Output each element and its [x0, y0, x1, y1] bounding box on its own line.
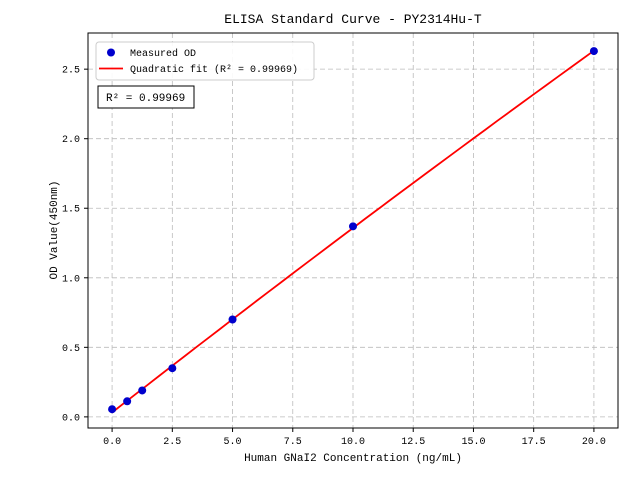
- plot-border: [87, 32, 619, 429]
- y-tick-label: 1.5: [62, 205, 80, 216]
- legend-measured-od-label: Measured OD: [130, 48, 196, 60]
- y-tick-label: 0.5: [62, 344, 80, 355]
- x-tick-label: 12.5: [401, 437, 425, 448]
- y-axis-label: OD Value(450nm): [49, 180, 61, 279]
- x-tick-label: 0.0: [103, 437, 121, 448]
- x-tick-label: 17.5: [522, 437, 546, 448]
- data-point: [589, 47, 598, 56]
- x-tick-label: 10.0: [341, 437, 365, 448]
- data-point: [168, 364, 177, 373]
- measured-od-points: [108, 47, 598, 414]
- data-point: [228, 315, 237, 324]
- legend: Measured OD Quadratic fit (R² = 0.99969): [95, 41, 315, 81]
- chart-title: ELISA Standard Curve - PY2314Hu-T: [224, 12, 482, 27]
- data-point: [108, 405, 117, 414]
- y-tick-label: 0.0: [62, 413, 80, 424]
- r-squared-annotation: R² = 0.99969: [97, 85, 195, 109]
- annotation-box: [97, 85, 195, 109]
- legend-measured-od-marker: [107, 48, 115, 57]
- axis-ticks: 0.0 2.5 5.0 7.5 10.0 12.5 15.0 17.5 20.0 0.0 0.5 1.…: [62, 66, 606, 448]
- y-tick-label: 1.0: [62, 274, 80, 285]
- x-tick-label: 5.0: [224, 437, 242, 448]
- x-tick-label: 20.0: [582, 437, 606, 448]
- x-tick-label: 2.5: [163, 437, 181, 448]
- x-tick-label: 15.0: [461, 437, 485, 448]
- data-point: [123, 397, 132, 406]
- x-tick-label: 7.5: [284, 437, 302, 448]
- y-tick-label: 2.0: [62, 135, 80, 146]
- data-point: [349, 222, 357, 231]
- x-axis-label: Human GNaI2 Concentration (ng/mL): [244, 453, 462, 465]
- data-point: [138, 386, 147, 395]
- y-tick-label: 2.5: [62, 66, 80, 77]
- legend-quadratic-fit-label: Quadratic fit (R² = 0.99969): [130, 64, 298, 76]
- legend-box: [95, 41, 315, 81]
- annotation-value: R² = 0.99969: [106, 93, 185, 105]
